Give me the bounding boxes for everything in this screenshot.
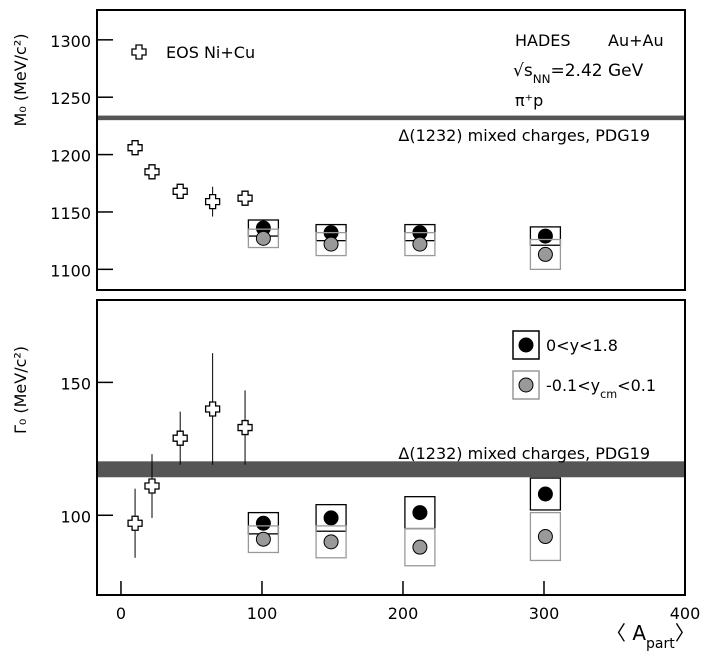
energy-label-part: NN <box>533 72 551 86</box>
y-tick-label: 1150 <box>50 204 91 223</box>
systematic-box <box>315 503 347 532</box>
energy-label: √sNN=2.42 GeV <box>513 61 644 86</box>
legend-marker <box>518 337 534 353</box>
legend-label-part: 0<y<1.8 <box>546 336 618 355</box>
data-point <box>144 478 160 494</box>
plot-frame <box>96 299 686 596</box>
systematic-box <box>315 525 347 559</box>
y-axis-label: M₀ (MeV/c²) <box>11 34 30 127</box>
reference-band <box>97 461 685 478</box>
data-point <box>127 515 143 531</box>
band-label: Δ(1232) mixed charges, PDG19 <box>398 444 650 463</box>
y-tick-label: 100 <box>60 507 91 526</box>
data-point <box>537 228 553 244</box>
y-tick-label: 150 <box>60 374 91 393</box>
systematic-box <box>315 231 347 257</box>
legend-label: -0.1<ycm<0.1 <box>546 376 656 401</box>
data-point <box>204 193 221 210</box>
x-axis-label-part: 〉 <box>675 621 695 645</box>
y-tick-label: 1200 <box>50 147 91 166</box>
plot-frame <box>96 9 686 291</box>
systematic-box <box>247 525 280 554</box>
x-tick-label: 100 <box>247 604 278 623</box>
legend-marker <box>131 44 147 60</box>
systematic-box <box>529 238 562 270</box>
systematic-box <box>404 527 436 567</box>
systematic-box <box>404 231 436 257</box>
legend-label-part: <0.1 <box>617 376 656 395</box>
legend-label: EOS Ni+Cu <box>166 43 255 62</box>
data-point <box>412 505 428 521</box>
y-axis-label: Γ₀ (MeV/c²) <box>11 346 30 434</box>
data-point <box>412 539 428 555</box>
data-point <box>537 486 553 502</box>
legend-label: 0<y<1.8 <box>546 336 618 355</box>
legend-marker <box>518 377 534 393</box>
data-point <box>323 236 339 252</box>
y-tick-label: 1300 <box>50 32 91 51</box>
energy-label-part: √s <box>513 61 533 81</box>
legend-label-part: -0.1<y <box>546 376 600 395</box>
legend-box <box>512 330 540 360</box>
systematic-box <box>247 228 280 249</box>
x-tick-label: 300 <box>529 604 560 623</box>
data-point <box>255 531 271 547</box>
data-point <box>127 140 143 156</box>
x-axis-label: 〈 Apart〉 <box>606 621 695 652</box>
data-point <box>537 529 553 545</box>
systematic-box <box>529 477 562 511</box>
data-point <box>323 510 339 526</box>
data-point <box>255 230 271 246</box>
band-label: Δ(1232) mixed charges, PDG19 <box>398 126 650 145</box>
x-axis-label-part: 〈 A <box>606 621 646 645</box>
data-point <box>237 190 253 206</box>
energy-label-part: =2.42 GeV <box>551 61 644 81</box>
x-tick-label: 0 <box>116 604 126 623</box>
legend-box <box>512 370 540 400</box>
data-point <box>172 430 188 446</box>
system-label: Au+Au <box>608 31 664 50</box>
reference-band <box>97 115 685 121</box>
x-tick-label: 400 <box>670 604 701 623</box>
data-point <box>204 401 221 417</box>
y-tick-label: 1100 <box>50 261 91 280</box>
data-point <box>323 534 339 550</box>
legend-label-part: cm <box>600 388 617 401</box>
data-point <box>172 183 188 199</box>
experiment-label: HADES <box>515 31 571 50</box>
data-point <box>255 515 271 531</box>
data-point <box>237 419 253 436</box>
data-point <box>144 164 160 180</box>
data-point <box>537 246 553 262</box>
data-point <box>412 236 428 252</box>
y-tick-label: 1250 <box>50 89 91 108</box>
systematic-box <box>529 226 562 246</box>
x-tick-label: 200 <box>388 604 419 623</box>
systematic-box <box>529 511 562 562</box>
channel-label: π⁺p <box>515 91 543 110</box>
x-axis-label-part: part <box>646 636 675 652</box>
